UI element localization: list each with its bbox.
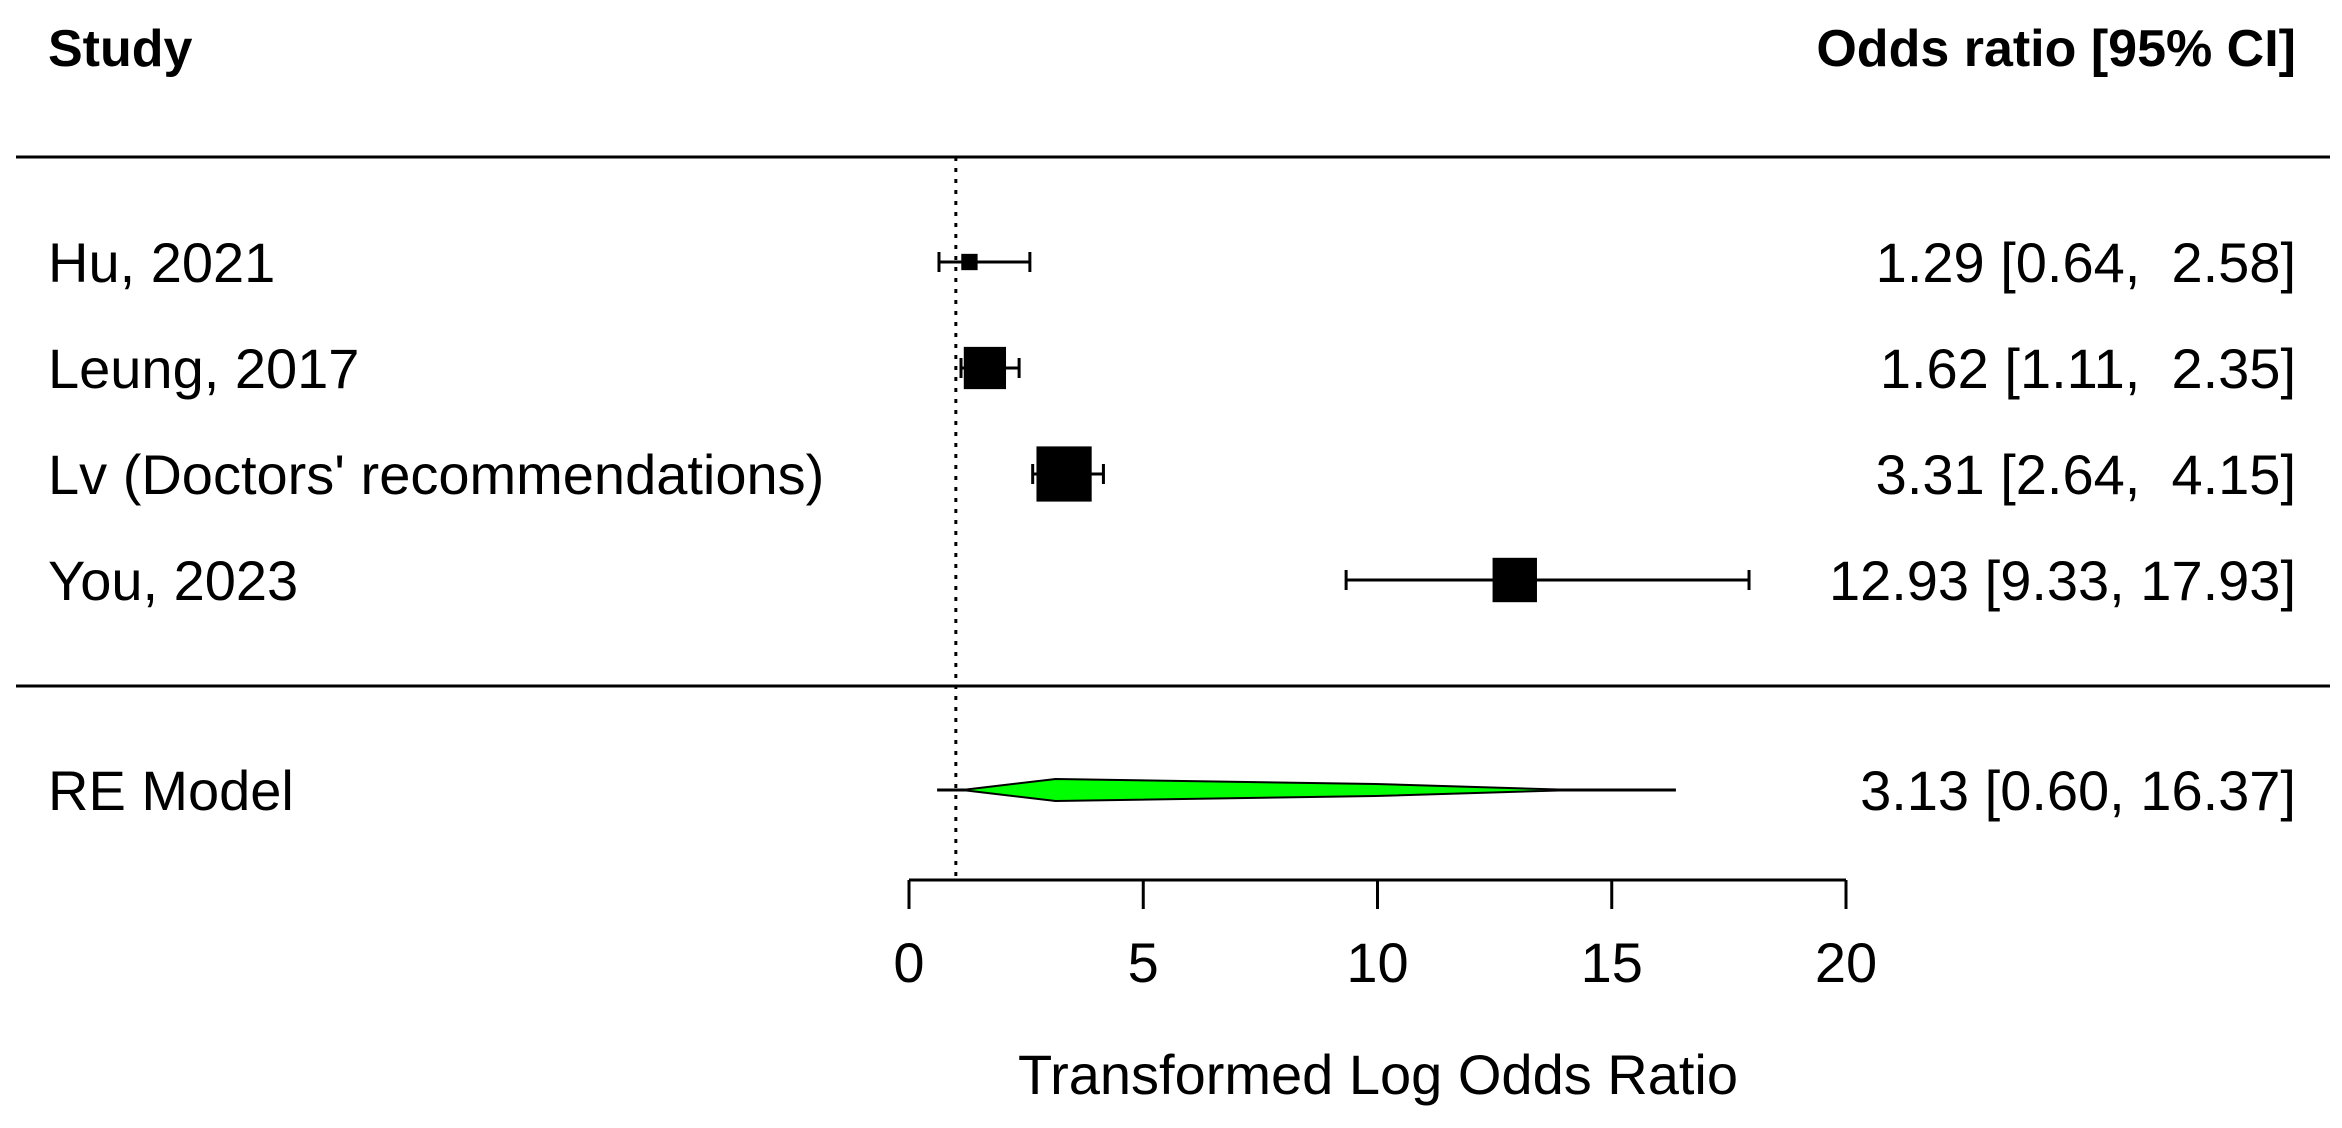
study-row: Leung, 2017 1.62 [1.11, 2.35]	[48, 337, 2296, 400]
effect-header: Odds ratio [95% CI]	[1816, 20, 2296, 78]
summary-row: RE Model 3.13 [0.60, 16.37]	[48, 759, 2296, 822]
x-tick-label: 5	[1128, 931, 1159, 994]
point-estimate-marker	[1492, 557, 1537, 603]
summary-effect-label: 3.13 [0.60, 16.37]	[1860, 759, 2296, 822]
x-tick-label: 15	[1581, 931, 1643, 994]
study-row: Hu, 2021 1.29 [0.64, 2.58]	[48, 231, 2296, 294]
study-name: Lv (Doctors' recommendations)	[48, 443, 824, 506]
study-name: Hu, 2021	[48, 231, 275, 294]
summary-diamond	[961, 777, 1576, 803]
study-name: Leung, 2017	[48, 337, 359, 400]
x-axis: 0 5 10 15 20	[893, 878, 1877, 994]
study-effect-label: 1.29 [0.64, 2.58]	[1876, 231, 2296, 294]
study-rows: Hu, 2021 1.29 [0.64, 2.58] Leung, 2017 1.62…	[48, 231, 2296, 612]
study-effect-label: 3.31 [2.64, 4.15]	[1876, 443, 2296, 506]
study-effect-label: 1.62 [1.11, 2.35]	[1880, 337, 2296, 400]
study-effect-label: 12.93 [9.33, 17.93]	[1829, 549, 2296, 612]
study-header: Study	[48, 20, 193, 78]
summary-name: RE Model	[48, 759, 294, 822]
x-tick-label: 0	[893, 931, 924, 994]
x-tick-label: 10	[1346, 931, 1408, 994]
point-estimate-marker	[963, 346, 1007, 390]
x-axis-label: Transformed Log Odds Ratio	[1018, 1043, 1738, 1106]
study-row: You, 2023 12.93 [9.33, 17.93]	[48, 549, 2296, 612]
point-estimate-marker	[961, 253, 978, 271]
x-tick-label: 20	[1815, 931, 1877, 994]
study-row: Lv (Doctors' recommendations) 3.31 [2.64,…	[48, 443, 2296, 506]
point-estimate-marker	[1036, 446, 1092, 502]
study-name: You, 2023	[48, 549, 298, 612]
